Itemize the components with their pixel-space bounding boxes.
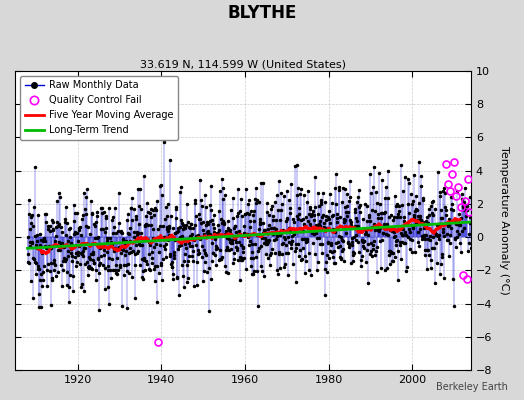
Text: Berkeley Earth: Berkeley Earth bbox=[436, 382, 508, 392]
Text: BLYTHE: BLYTHE bbox=[227, 4, 297, 22]
Legend: Raw Monthly Data, Quality Control Fail, Five Year Moving Average, Long-Term Tren: Raw Monthly Data, Quality Control Fail, … bbox=[20, 76, 178, 140]
Y-axis label: Temperature Anomaly (°C): Temperature Anomaly (°C) bbox=[499, 146, 509, 295]
Title: 33.619 N, 114.599 W (United States): 33.619 N, 114.599 W (United States) bbox=[140, 60, 346, 70]
